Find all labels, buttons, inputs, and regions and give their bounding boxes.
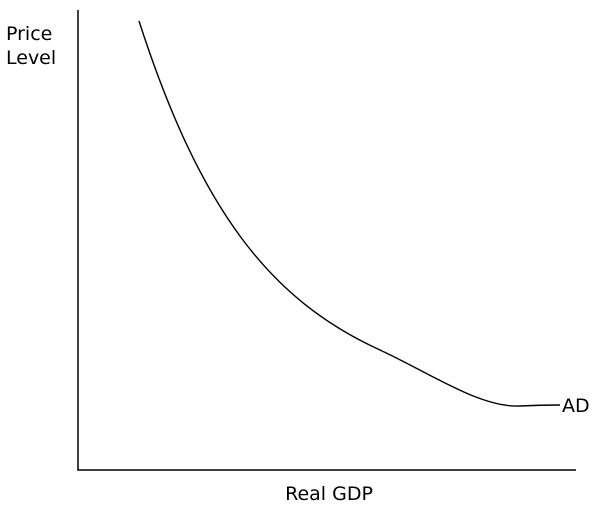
ad-curve — [138, 20, 561, 407]
y-axis-label-line-2: Level — [6, 47, 56, 69]
ad-curve-label: AD — [562, 395, 590, 417]
x-axis-label: Real GDP — [285, 483, 373, 505]
axes — [77, 10, 576, 471]
y-axis-label-line-1: Price — [6, 23, 52, 45]
